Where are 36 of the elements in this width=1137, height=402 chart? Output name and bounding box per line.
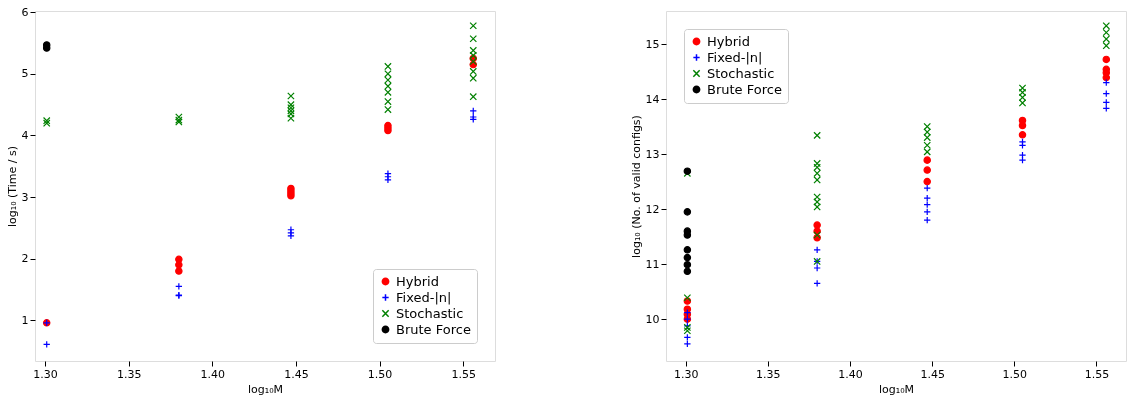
x-tick-label: 1.50 — [1002, 367, 1028, 381]
x-tick-label: 1.45 — [284, 367, 309, 381]
y-tick-label: 5 — [21, 67, 29, 81]
x-axis-title: log₁₀M — [247, 382, 284, 396]
y-tick-label: 6 — [21, 5, 29, 19]
y-tick-label: 1 — [21, 313, 29, 327]
x-tick-label: 1.55 — [451, 367, 476, 381]
y-axis-title: log₁₀ (No. of valid configs) — [629, 115, 643, 258]
y-tick-label: 3 — [21, 190, 29, 204]
legend-label: Fixed-|n| — [396, 289, 452, 305]
x-tick-label: 1.35 — [756, 367, 781, 381]
x-tick-label: 1.30 — [673, 367, 699, 381]
y-tick-label: 13 — [645, 147, 660, 161]
x-tick-label: 1.40 — [838, 367, 863, 381]
x-tick-label: 1.55 — [1084, 367, 1110, 381]
legend-label: Brute Force — [396, 321, 471, 337]
legend-label: Stochastic — [396, 305, 464, 321]
legend-label: Brute Force — [707, 81, 782, 97]
x-tick-label: 1.50 — [367, 367, 393, 381]
y-tick-label: 15 — [645, 37, 660, 51]
legend-label: Fixed-|n| — [707, 49, 763, 65]
y-tick-label: 14 — [645, 92, 660, 106]
y-tick-label: 11 — [645, 257, 660, 271]
y-tick-label: 4 — [21, 128, 29, 142]
x-tick-label: 1.35 — [116, 367, 142, 381]
x-tick-label: 1.30 — [33, 367, 58, 381]
x-axis-title: log₁₀M — [878, 382, 915, 396]
x-tick-label: 1.40 — [200, 367, 226, 381]
y-tick-label: 2 — [21, 252, 29, 266]
legend-label: Stochastic — [707, 65, 775, 81]
y-tick-label: 10 — [645, 312, 660, 326]
y-axis-title: log₁₀ (Time / s) — [5, 145, 19, 228]
legend-label: Hybrid — [396, 273, 439, 289]
y-tick-label: 12 — [645, 202, 660, 216]
x-tick-label: 1.45 — [920, 367, 945, 381]
legend-label: Hybrid — [707, 33, 750, 49]
